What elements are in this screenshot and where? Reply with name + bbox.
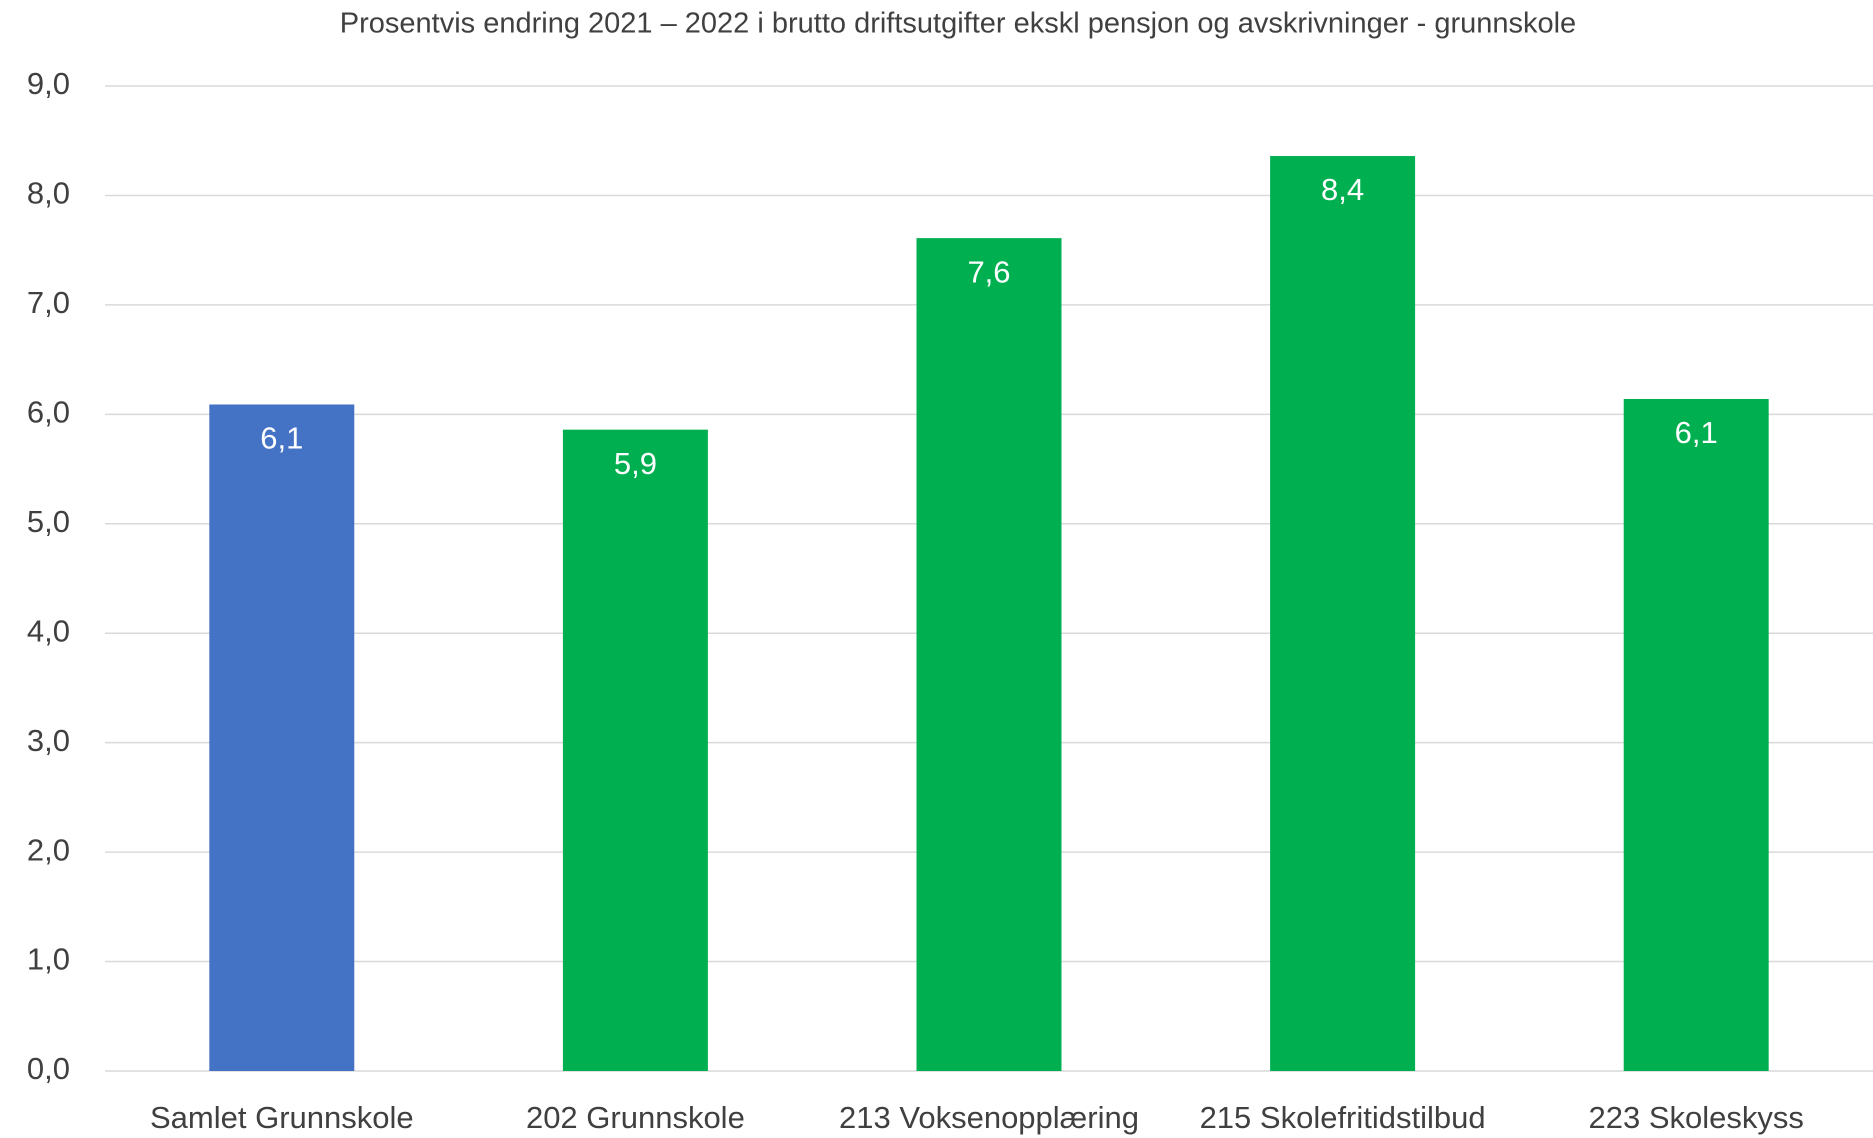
y-tick-label: 8,0 <box>27 176 70 211</box>
y-tick-label: 0,0 <box>27 1051 70 1086</box>
y-tick-label: 4,0 <box>27 613 70 648</box>
x-tick-label: 202 Grunnskole <box>526 1100 745 1135</box>
data-label: 6,1 <box>1675 415 1718 450</box>
data-label: 6,1 <box>260 421 303 456</box>
bar <box>1623 399 1769 1071</box>
x-tick-label: Samlet Grunnskole <box>150 1100 414 1135</box>
y-tick-label: 1,0 <box>27 942 70 977</box>
y-tick-label: 5,0 <box>27 504 70 539</box>
bar <box>562 429 708 1072</box>
bar <box>209 404 355 1071</box>
bar <box>1270 156 1416 1072</box>
chart-title: Prosentvis endring 2021 – 2022 i brutto … <box>340 8 1576 40</box>
y-tick-label: 3,0 <box>27 723 70 758</box>
data-label: 8,4 <box>1321 172 1364 207</box>
x-tick-label: 215 Skolefritidstilbud <box>1200 1100 1486 1135</box>
y-tick-label: 6,0 <box>27 395 70 430</box>
data-label: 5,9 <box>614 446 657 481</box>
y-tick-label: 9,0 <box>27 66 70 101</box>
x-tick-label: 223 Skoleskyss <box>1589 1100 1804 1135</box>
data-label: 7,6 <box>967 254 1010 289</box>
x-tick-label: 213 Voksenopplæring <box>839 1100 1139 1135</box>
y-tick-label: 2,0 <box>27 832 70 867</box>
y-tick-label: 7,0 <box>27 285 70 320</box>
bar <box>916 238 1062 1071</box>
